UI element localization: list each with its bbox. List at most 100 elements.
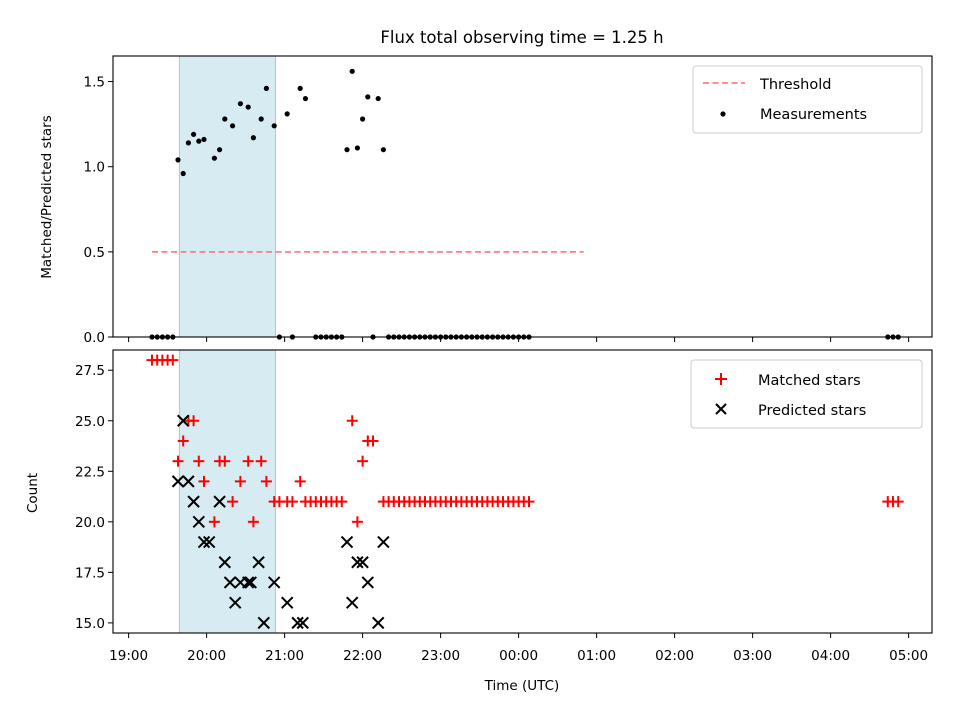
- measurement-point: [230, 123, 236, 129]
- measurement-point: [297, 85, 303, 91]
- predicted-star-marker: [197, 535, 211, 549]
- matched-star-marker: [286, 496, 298, 508]
- x-tick-label: 02:00: [655, 648, 694, 664]
- matched-star-marker: [523, 496, 535, 508]
- legend-matched-label: Matched stars: [758, 373, 861, 389]
- measurement-point: [354, 145, 360, 151]
- measurement-point: [185, 140, 191, 146]
- predicted-star-marker: [371, 616, 385, 630]
- y-ticks-bottom: 15.0 17.5 20.0 22.5 25.0 27.5: [75, 363, 113, 632]
- measurement-point: [349, 68, 355, 74]
- measurement-point: [191, 131, 197, 137]
- predicted-star-marker: [351, 556, 364, 569]
- legend-matched-swatch: [715, 373, 727, 385]
- predicted-stars-points: [171, 414, 390, 630]
- x-tick-label: 04:00: [811, 648, 850, 664]
- predicted-star-marker: [340, 535, 354, 549]
- matched-star-marker: [247, 516, 259, 528]
- measurement-point: [284, 111, 290, 117]
- predicted-star-marker: [182, 475, 195, 488]
- predicted-star-marker: [192, 515, 206, 529]
- measurement-point: [380, 147, 386, 153]
- legend-frame-top: [692, 65, 923, 134]
- predicted-star-marker: [361, 576, 375, 589]
- shaded-span-top: [178, 55, 276, 338]
- predicted-star-marker: [257, 616, 271, 630]
- predicted-star-marker: [176, 414, 190, 427]
- y-tick-label: 27.5: [75, 363, 105, 379]
- matched-star-marker: [336, 496, 348, 508]
- predicted-star-marker: [213, 495, 226, 508]
- predicted-star-marker: [171, 475, 185, 488]
- predicted-star-marker: [218, 556, 232, 569]
- measurement-point: [250, 135, 256, 141]
- y-tick-label: 22.5: [75, 464, 105, 480]
- measurement-point: [360, 116, 366, 122]
- predicted-star-marker: [202, 535, 216, 549]
- matched-star-marker: [346, 415, 358, 427]
- legend-measurements-label: Measurements: [760, 107, 867, 123]
- legend-bottom: Matched stars Predicted stars: [690, 359, 923, 429]
- measurement-point: [375, 95, 381, 102]
- x-tick-label: 23:00: [421, 648, 460, 664]
- measurement-point: [271, 123, 277, 129]
- matched-star-marker: [234, 475, 246, 487]
- matched-star-marker: [351, 516, 363, 528]
- predicted-star-marker: [280, 596, 294, 609]
- predicted-star-marker: [291, 616, 304, 630]
- x-tick-label: 22:00: [343, 648, 382, 664]
- y-tick-label: 0.5: [84, 245, 105, 261]
- x-ticks-bottom: 19:00 20:00 21:00 22:00 23:00 00:00 01:00 02:00…: [109, 633, 928, 664]
- measurement-point: [365, 94, 371, 100]
- matched-star-marker: [255, 455, 267, 467]
- predicted-star-marker: [187, 495, 200, 508]
- x-tick-label: 19:00: [109, 648, 148, 664]
- y-tick-label: 1.5: [84, 75, 105, 91]
- plot-frame-top: [112, 55, 933, 338]
- predicted-star-marker: [296, 616, 310, 630]
- matched-star-marker: [357, 455, 369, 467]
- y-tick-label: 25.0: [75, 414, 105, 430]
- x-tick-label: 20:00: [187, 648, 226, 664]
- legend-top: Threshold Measurements: [692, 65, 923, 134]
- measurement-point: [344, 147, 350, 153]
- matched-star-marker: [367, 435, 379, 447]
- y-tick-label: 15.0: [75, 616, 105, 632]
- y-tick-label: 17.5: [75, 565, 105, 581]
- y-axis-label-top: Matched/Predicted stars: [39, 115, 55, 278]
- matched-star-marker: [242, 455, 254, 467]
- y-tick-label: 20.0: [75, 515, 105, 531]
- measurement-point: [302, 95, 308, 102]
- measurement-point: [217, 147, 223, 153]
- predicted-star-marker: [244, 576, 258, 589]
- x-ticks-top: [128, 337, 910, 342]
- matched-star-marker: [167, 354, 179, 366]
- panel-counts: 15.0 17.5 20.0 22.5 25.0 27.5 19:00 20:00 21:00…: [25, 349, 933, 694]
- predicted-star-marker: [252, 556, 265, 569]
- predicted-star-marker: [223, 576, 237, 589]
- x-tick-label: 00:00: [499, 648, 538, 664]
- chart-title: Flux total observing time = 1.25 h: [380, 28, 663, 47]
- plot-frame-bottom: [112, 349, 933, 634]
- measurement-point: [211, 155, 217, 161]
- measurement-point: [175, 157, 181, 163]
- measurement-point: [245, 104, 251, 110]
- y-tick-label: 1.0: [84, 160, 105, 176]
- matched-star-marker: [892, 496, 904, 508]
- x-tick-label: 01:00: [577, 648, 616, 664]
- legend-measurements-swatch: [720, 111, 726, 117]
- matched-star-marker: [193, 455, 205, 467]
- measurement-point: [237, 101, 243, 107]
- predicted-star-marker: [356, 556, 369, 569]
- predicted-star-marker: [377, 535, 390, 549]
- predicted-star-marker: [267, 576, 281, 589]
- predicted-star-marker: [241, 576, 255, 589]
- x-axis-label: Time (UTC): [484, 678, 560, 694]
- y-ticks-top: 0.0 0.5 1.0 1.5: [84, 75, 113, 346]
- matched-star-marker: [172, 455, 184, 467]
- measurement-point: [222, 116, 228, 122]
- shaded-span-bottom: [178, 349, 276, 634]
- matched-stars-points: [146, 354, 904, 528]
- panel-ratio: 0.0 0.5 1.0 1.5 Matched/Predicted stars Thr…: [39, 55, 933, 346]
